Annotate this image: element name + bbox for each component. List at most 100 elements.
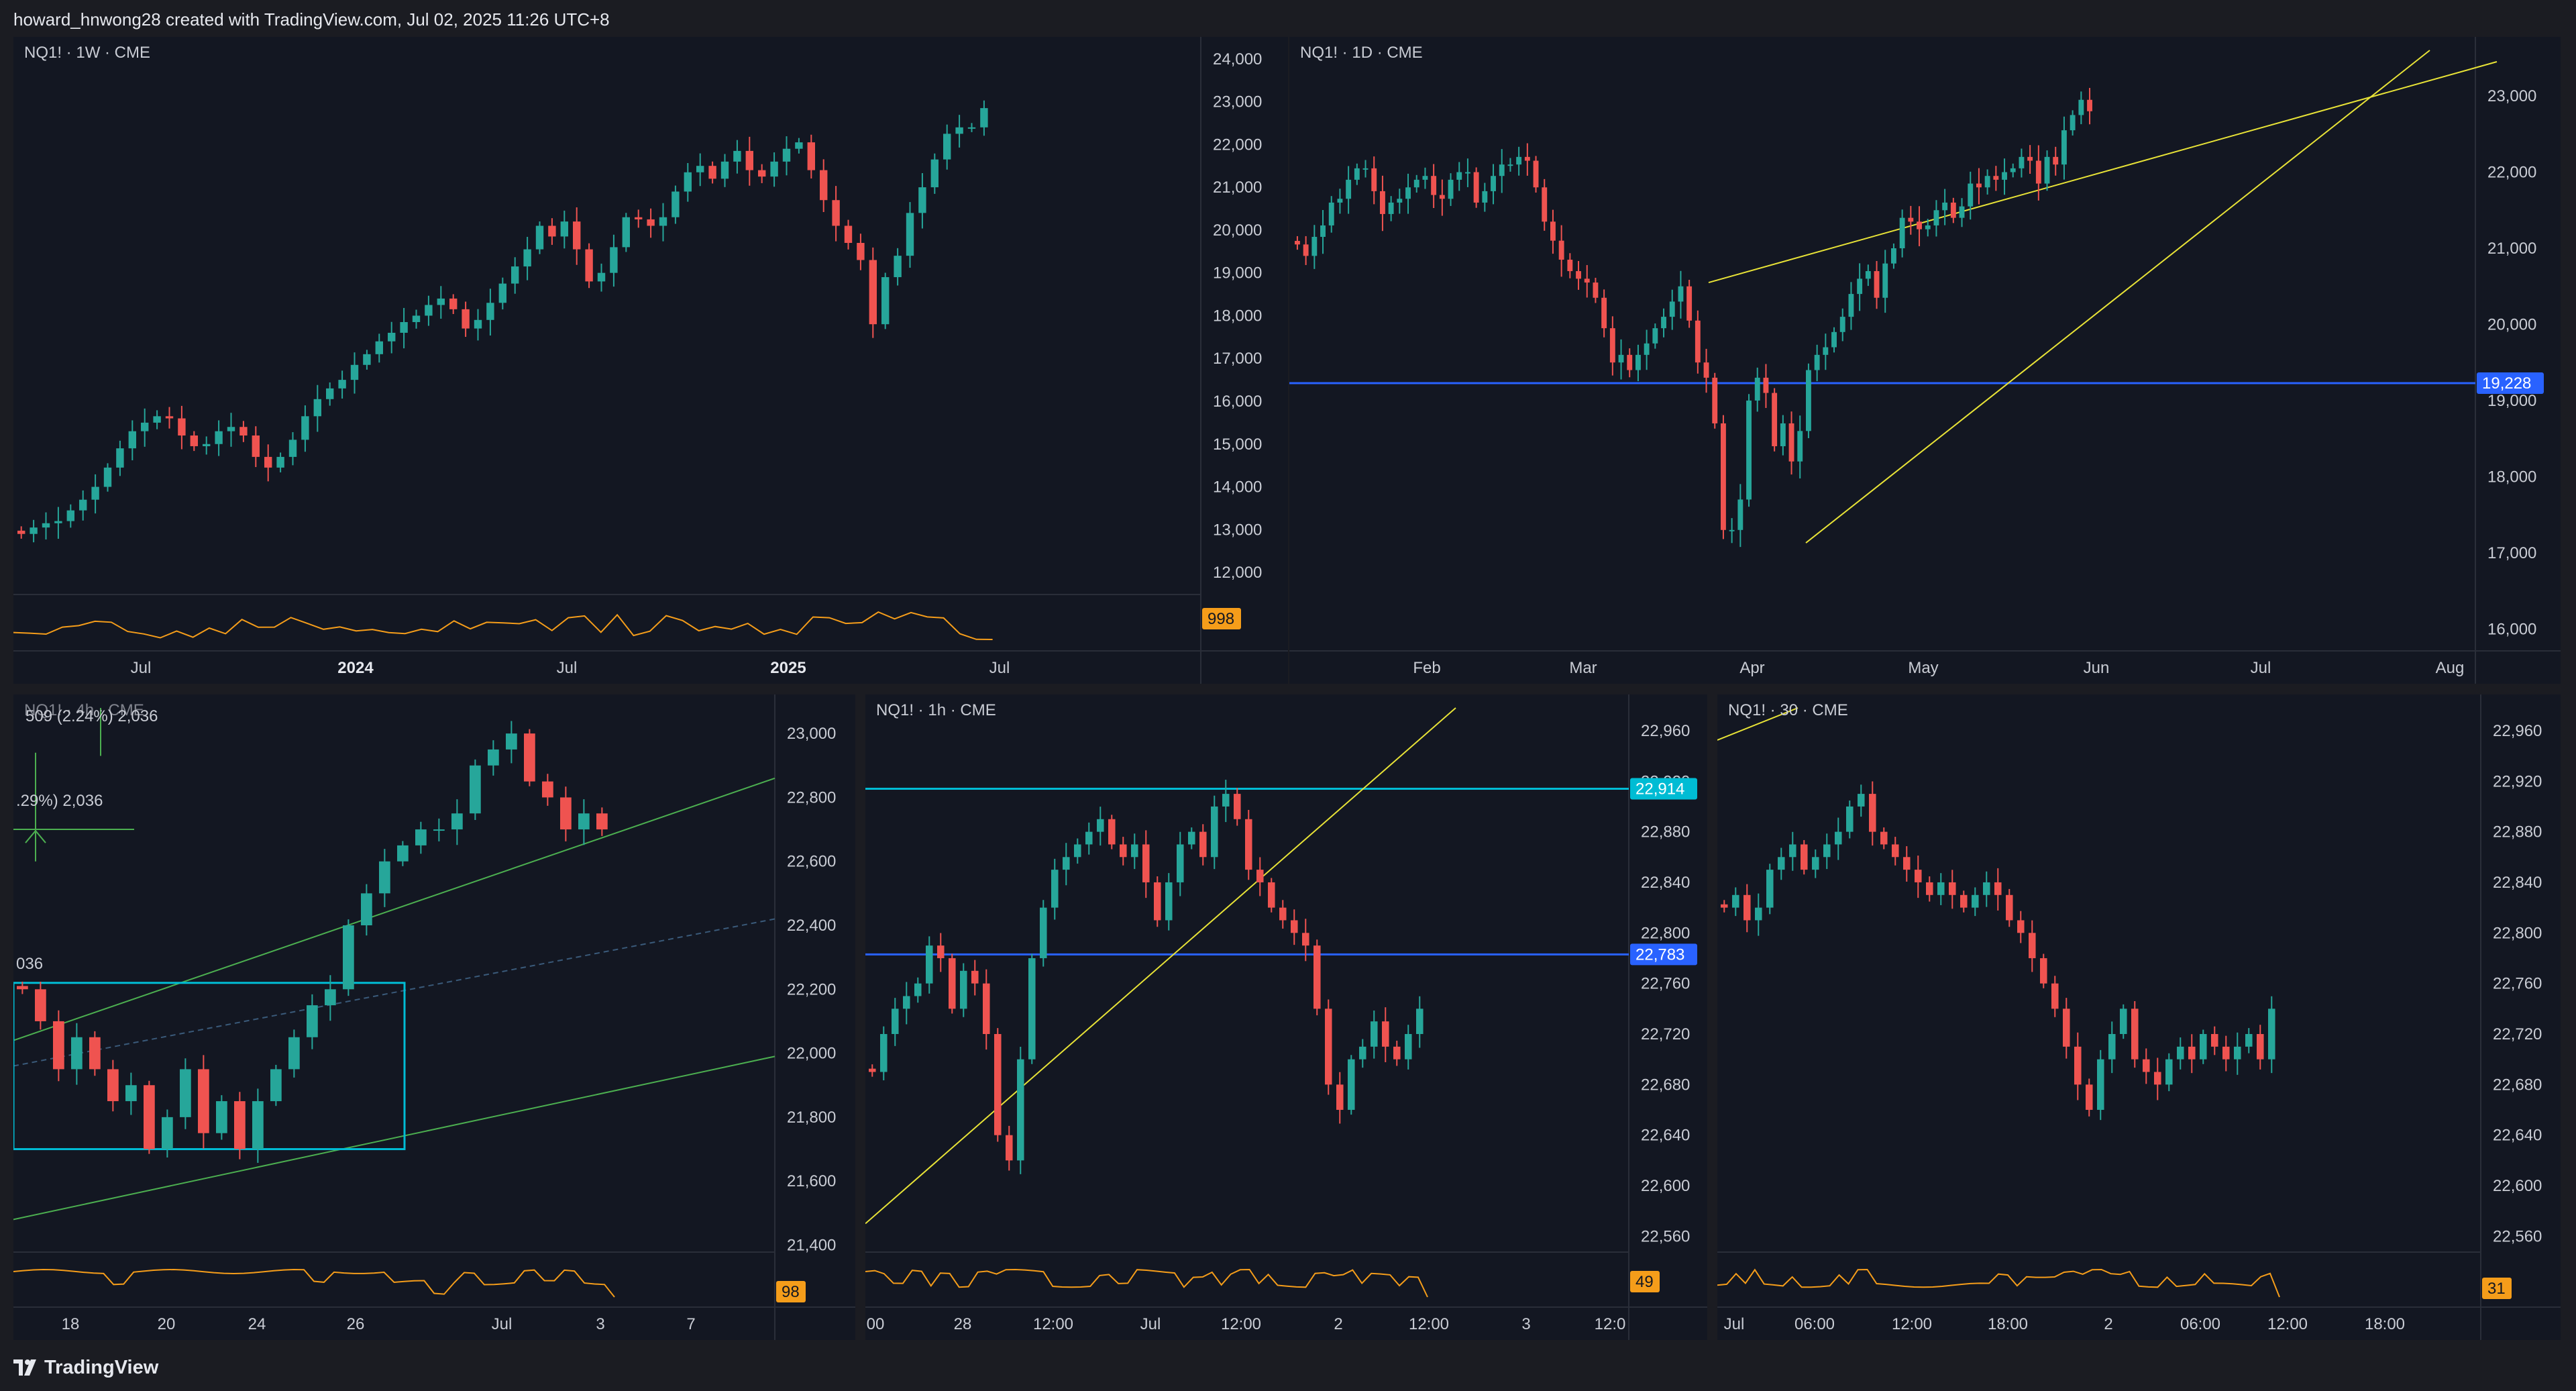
candle-up [1766,870,1774,908]
candle-up [980,108,988,127]
candle-up [379,861,390,894]
candle-up [1499,164,1505,176]
candle-down [1558,240,1564,260]
chart-svg-30m: 22,960 22,920 22,880 22,840 22,800 22,760 22,7… [1717,694,2561,1340]
candle-up [91,486,99,500]
candle-down [1721,423,1726,530]
candle-down [1533,160,1539,188]
candle-down [1960,894,1968,908]
trendline-upper [1708,61,2498,284]
candle-down [1302,933,1309,946]
candle-up [412,315,421,322]
candle-down [2154,1072,2161,1085]
candle-up [622,217,631,248]
candle-up [2200,1034,2207,1060]
x-tick-label: 18:00 [2365,1315,2405,1333]
candle-down [190,435,199,446]
candle-up [397,845,409,862]
y-tick-label: 22,000 [2487,164,2536,182]
candle-down [1567,260,1573,272]
y-tick-label: 24,000 [1213,50,1262,68]
candle-down [144,1085,155,1149]
candle-up [733,150,741,162]
candle-down [820,170,828,201]
candle-up [325,989,336,1006]
y-tick-label: 16,000 [2487,620,2536,638]
candle-down [1721,904,1728,908]
candle-down [1279,907,1287,921]
candle-up [1040,907,1047,958]
candle-up [1652,328,1658,344]
x-tick-label: 06:00 [2180,1315,2220,1333]
x-tick-label: Jul [1724,1315,1745,1333]
candle-up [433,829,445,831]
candle-down [1006,1135,1013,1161]
chart-panel-daily[interactable]: 23,000 22,000 21,000 20,000 19,000 18,000 17,0… [1289,37,2561,684]
candle-up [1337,199,1343,203]
candle-up [1211,806,1218,858]
chart-svg-1h: 22,96022,92022,88022,84022,80022,76022,7… [865,694,1707,1340]
candle-up [425,305,433,316]
candle-up [1746,400,1752,500]
chart-panel-1h[interactable]: 22,96022,92022,88022,84022,80022,76022,7… [865,694,1707,1340]
candle-up [960,970,967,1009]
candle-up [338,380,346,389]
candle-up [1456,172,1462,180]
candle-down [1245,819,1252,870]
candle-down [1915,870,1922,882]
x-tick-label: Jul [492,1315,513,1333]
candle-up [511,266,519,284]
candle-up [560,221,569,237]
candle-up [1017,1059,1024,1161]
candle-down [1788,423,1794,462]
candle-up [659,217,667,226]
oscillator-line [13,1268,615,1298]
trendline-lower [1805,50,2430,544]
trendline [865,707,1456,1225]
y-tick-label: 22,600 [787,853,836,871]
y-tick-label: 21,600 [787,1172,836,1190]
chart-attribution-header: howard_hnwong28 created with TradingView… [0,0,2576,39]
oscillator-badge-bg [1630,1271,1660,1292]
candle-up [498,283,507,303]
x-tick-label: 12:00 [1409,1315,1449,1333]
candle-up [1669,301,1675,317]
candle-down [2027,156,2033,161]
candle-up [1925,225,1931,229]
candle-down [1627,354,1633,370]
candle-down [2222,1046,2230,1060]
oscillator-badge: 998 [1208,610,1234,628]
y-tick-label: 21,000 [2487,240,2536,258]
candle-up [1848,294,1854,317]
candle-down [1880,831,1888,845]
y-tick-label: 12,000 [1213,564,1262,582]
candle-up [1448,179,1454,199]
chart-panel-weekly[interactable]: 24,000 23,000 22,000 21,000 20,000 19,000 18,0… [13,37,1288,684]
candle-up [2108,1034,2116,1060]
candle-down [234,1101,246,1149]
candle-up [343,925,354,990]
candle-down [548,225,556,237]
candle-down [462,309,470,329]
y-tick-label: 22,800 [2493,924,2542,942]
candle-up [1835,831,1842,845]
candle-up [1865,271,1871,279]
candle-up [474,319,482,329]
chart-panel-30m[interactable]: 22,960 22,920 22,880 22,840 22,800 22,760 22,7… [1717,694,2561,1340]
candle-up [128,431,137,449]
price-badge-resistance: 22,914 [1635,780,1684,798]
chart-panel-4h[interactable]: 23,000 22,800 22,600 22,400 22,200 22,000 21,8… [13,694,855,1340]
candle-down [869,260,877,325]
candle-up [215,431,223,444]
candle-up [1311,236,1318,256]
oscillator-line [1717,1268,2280,1298]
candle-up [1416,1009,1424,1034]
candle-up [1891,248,1896,264]
candle-down [1743,894,1751,921]
x-tick-label: 2024 [337,659,374,677]
candle-up [486,303,494,320]
y-tick-label: 15,000 [1213,435,1262,454]
candle-up [880,1034,888,1072]
candle-up [2070,115,2076,131]
candle-down [1950,202,1956,218]
